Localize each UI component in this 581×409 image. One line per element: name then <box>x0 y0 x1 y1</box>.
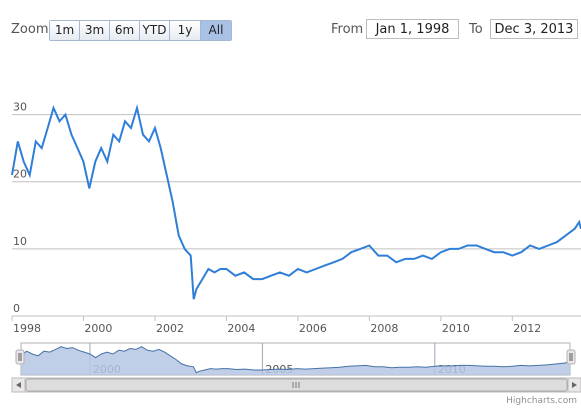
navigator[interactable]: 200020052010 <box>15 342 576 376</box>
to-label: To <box>469 22 483 37</box>
scrollbar[interactable] <box>11 377 581 393</box>
range-button-6m[interactable]: 6m <box>110 21 140 40</box>
y-tick-label: 0 <box>13 302 20 315</box>
y-tick-label: 30 <box>13 101 27 114</box>
navigator-handle[interactable] <box>15 349 25 365</box>
range-selector-toolbar: Zoom 1m 3m 6m YTD 1y All From Jan 1, 199… <box>0 0 581 44</box>
navigator-area <box>21 346 570 375</box>
to-date-input[interactable]: Dec 3, 2013 <box>490 19 578 39</box>
grid-lines <box>12 114 581 317</box>
scroll-right-arrow-icon <box>572 382 577 388</box>
x-tick-label: 1998 <box>13 322 41 335</box>
x-tick-label: 2000 <box>84 322 112 335</box>
x-tick-label: 2004 <box>227 322 255 335</box>
y-tick-label: 20 <box>13 168 27 181</box>
range-button-ytd[interactable]: YTD <box>140 21 170 40</box>
y-axis-labels: 0 10 20 30 <box>13 101 27 315</box>
navigator-handle[interactable] <box>566 349 576 365</box>
x-tick-label: 2008 <box>370 322 398 335</box>
range-button-3m[interactable]: 3m <box>80 21 110 40</box>
from-label: From <box>331 22 364 37</box>
x-tick-label: 2012 <box>513 322 541 335</box>
navigator-series-line <box>20 346 571 374</box>
x-tick-label: 2002 <box>156 322 184 335</box>
range-button-all[interactable]: All <box>201 21 231 40</box>
highcharts-credits-link[interactable]: Highcharts.com <box>506 396 577 406</box>
scroll-left-arrow-icon <box>16 382 21 388</box>
range-button-1y[interactable]: 1y <box>170 21 201 40</box>
range-button-1m[interactable]: 1m <box>50 21 80 40</box>
range-button-group: 1m 3m 6m YTD 1y All <box>49 20 232 41</box>
y-tick-label: 10 <box>13 235 27 248</box>
zoom-label: Zoom <box>11 22 49 37</box>
from-date-input[interactable]: Jan 1, 1998 <box>366 19 459 39</box>
x-axis-labels: 1998 2000 2002 2004 2006 2008 2010 2012 <box>11 316 541 335</box>
price-series-line <box>11 103 581 300</box>
stock-chart: 0 10 20 30 1998 2000 2002 2004 2006 2008 2010 2012… <box>11 101 581 393</box>
x-tick-label: 2006 <box>299 322 327 335</box>
x-tick-label: 2010 <box>442 322 470 335</box>
